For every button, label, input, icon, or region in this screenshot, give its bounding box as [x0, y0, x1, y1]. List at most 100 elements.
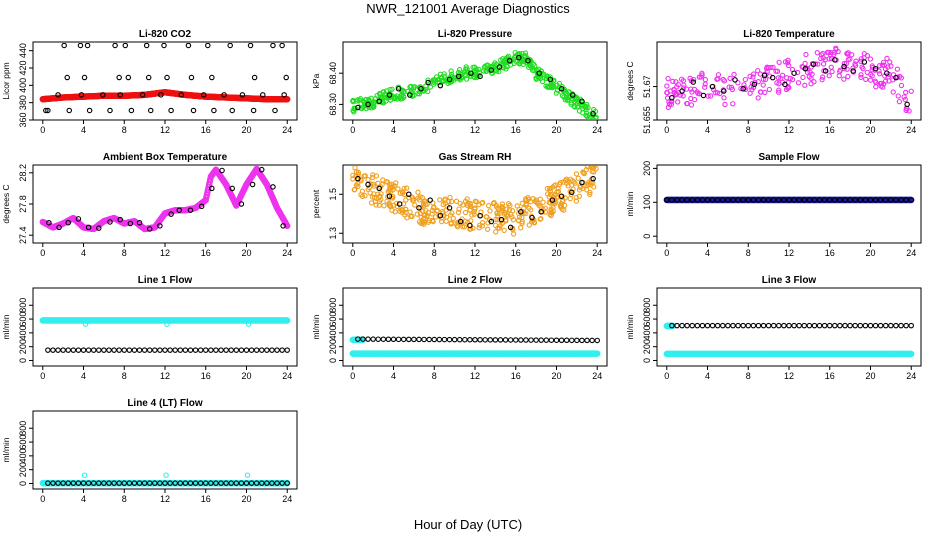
series-averages: [46, 166, 286, 232]
average-point: [694, 322, 701, 329]
sample-point: [882, 78, 889, 84]
y-axis-label: ml/min: [625, 191, 635, 216]
x-tick-label: 24: [906, 371, 916, 381]
sample-point: [785, 84, 791, 91]
sample-point: [826, 49, 832, 56]
sample-point: [867, 56, 874, 62]
plot-marks: [350, 166, 599, 237]
average-point: [528, 337, 534, 343]
sample-point: [533, 75, 539, 81]
sample-point: [488, 69, 495, 76]
average-point: [365, 336, 371, 342]
average-point: [355, 336, 361, 342]
average-point: [883, 197, 889, 203]
average-point: [852, 322, 858, 329]
average-point: [791, 322, 797, 329]
x-tick-label: 0: [664, 371, 669, 381]
sample-point: [730, 101, 736, 107]
average-point: [669, 197, 675, 203]
y-axis-label: degrees C: [1, 184, 11, 223]
sample-point: [493, 216, 499, 223]
average-point: [60, 480, 66, 486]
average-point: [64, 74, 70, 81]
average-point: [904, 101, 910, 108]
y-axis-label: ml/min: [625, 314, 635, 339]
average-point: [810, 61, 817, 68]
average-point: [126, 480, 133, 486]
sample-point: [366, 184, 373, 191]
average-point: [85, 224, 92, 231]
series-samples: [39, 166, 291, 233]
sample-point: [380, 177, 386, 183]
y-tick-label: 27.8: [18, 195, 28, 213]
average-point: [457, 218, 464, 225]
average-point: [690, 79, 697, 85]
sample-point: [665, 104, 671, 111]
average-point: [760, 197, 767, 203]
average-point: [406, 191, 412, 198]
sample-point: [774, 68, 781, 74]
average-point: [243, 480, 250, 486]
plot-frame: [656, 164, 922, 244]
sample-point: [534, 200, 541, 206]
sample-point: [476, 66, 482, 73]
average-point: [161, 43, 167, 49]
average-point: [770, 322, 777, 329]
average-point: [709, 322, 716, 329]
sample-point: [539, 78, 546, 85]
sample-point: [371, 103, 377, 109]
sample-point: [858, 72, 864, 78]
sample-point: [504, 206, 510, 212]
sample-point: [587, 191, 593, 198]
y-tick-label: 400: [18, 78, 28, 93]
sample-point: [373, 173, 380, 179]
average-point: [279, 480, 285, 486]
sample-point: [469, 212, 475, 218]
y-tick-label: 0: [328, 358, 338, 363]
sample-point: [861, 51, 867, 57]
average-point: [147, 107, 154, 114]
average-point: [558, 337, 565, 344]
average-point: [590, 111, 596, 117]
sample-point: [903, 107, 909, 113]
average-point: [128, 107, 135, 114]
sample-point: [434, 207, 440, 213]
sample-point: [580, 169, 586, 175]
series-cyan: [39, 317, 291, 324]
average-point: [244, 472, 251, 478]
sample-point: [587, 114, 593, 119]
y-axis-label: kPa: [311, 73, 321, 88]
sample-point: [548, 209, 554, 215]
average-point: [395, 86, 402, 92]
average-point: [228, 480, 234, 486]
average-point: [811, 322, 818, 329]
x-tick-label: 12: [470, 248, 480, 258]
average-point: [386, 92, 393, 98]
average-point: [65, 347, 71, 353]
sample-point: [820, 50, 826, 57]
sample-point: [681, 82, 687, 88]
sample-point: [459, 73, 465, 80]
sample-point: [480, 199, 486, 206]
average-point: [146, 480, 153, 486]
sample-point: [403, 197, 409, 203]
y-tick-label: 68.40: [328, 62, 338, 85]
sample-point: [378, 197, 384, 203]
average-point: [558, 86, 565, 92]
y-tick-label: 800: [18, 298, 28, 313]
sample-point: [502, 210, 509, 216]
plot-marks: [39, 472, 291, 487]
sample-point: [550, 204, 556, 211]
average-point: [816, 197, 823, 203]
y-tick-label: 800: [328, 298, 338, 313]
sample-point: [399, 96, 405, 102]
sample-point: [393, 200, 400, 206]
sample-point: [841, 76, 847, 82]
average-point: [250, 107, 257, 114]
sample-point: [573, 171, 580, 177]
average-point: [735, 197, 741, 203]
sample-point: [721, 95, 727, 101]
series-cyan-spikes: [81, 472, 251, 478]
x-tick-label: 12: [160, 125, 170, 135]
